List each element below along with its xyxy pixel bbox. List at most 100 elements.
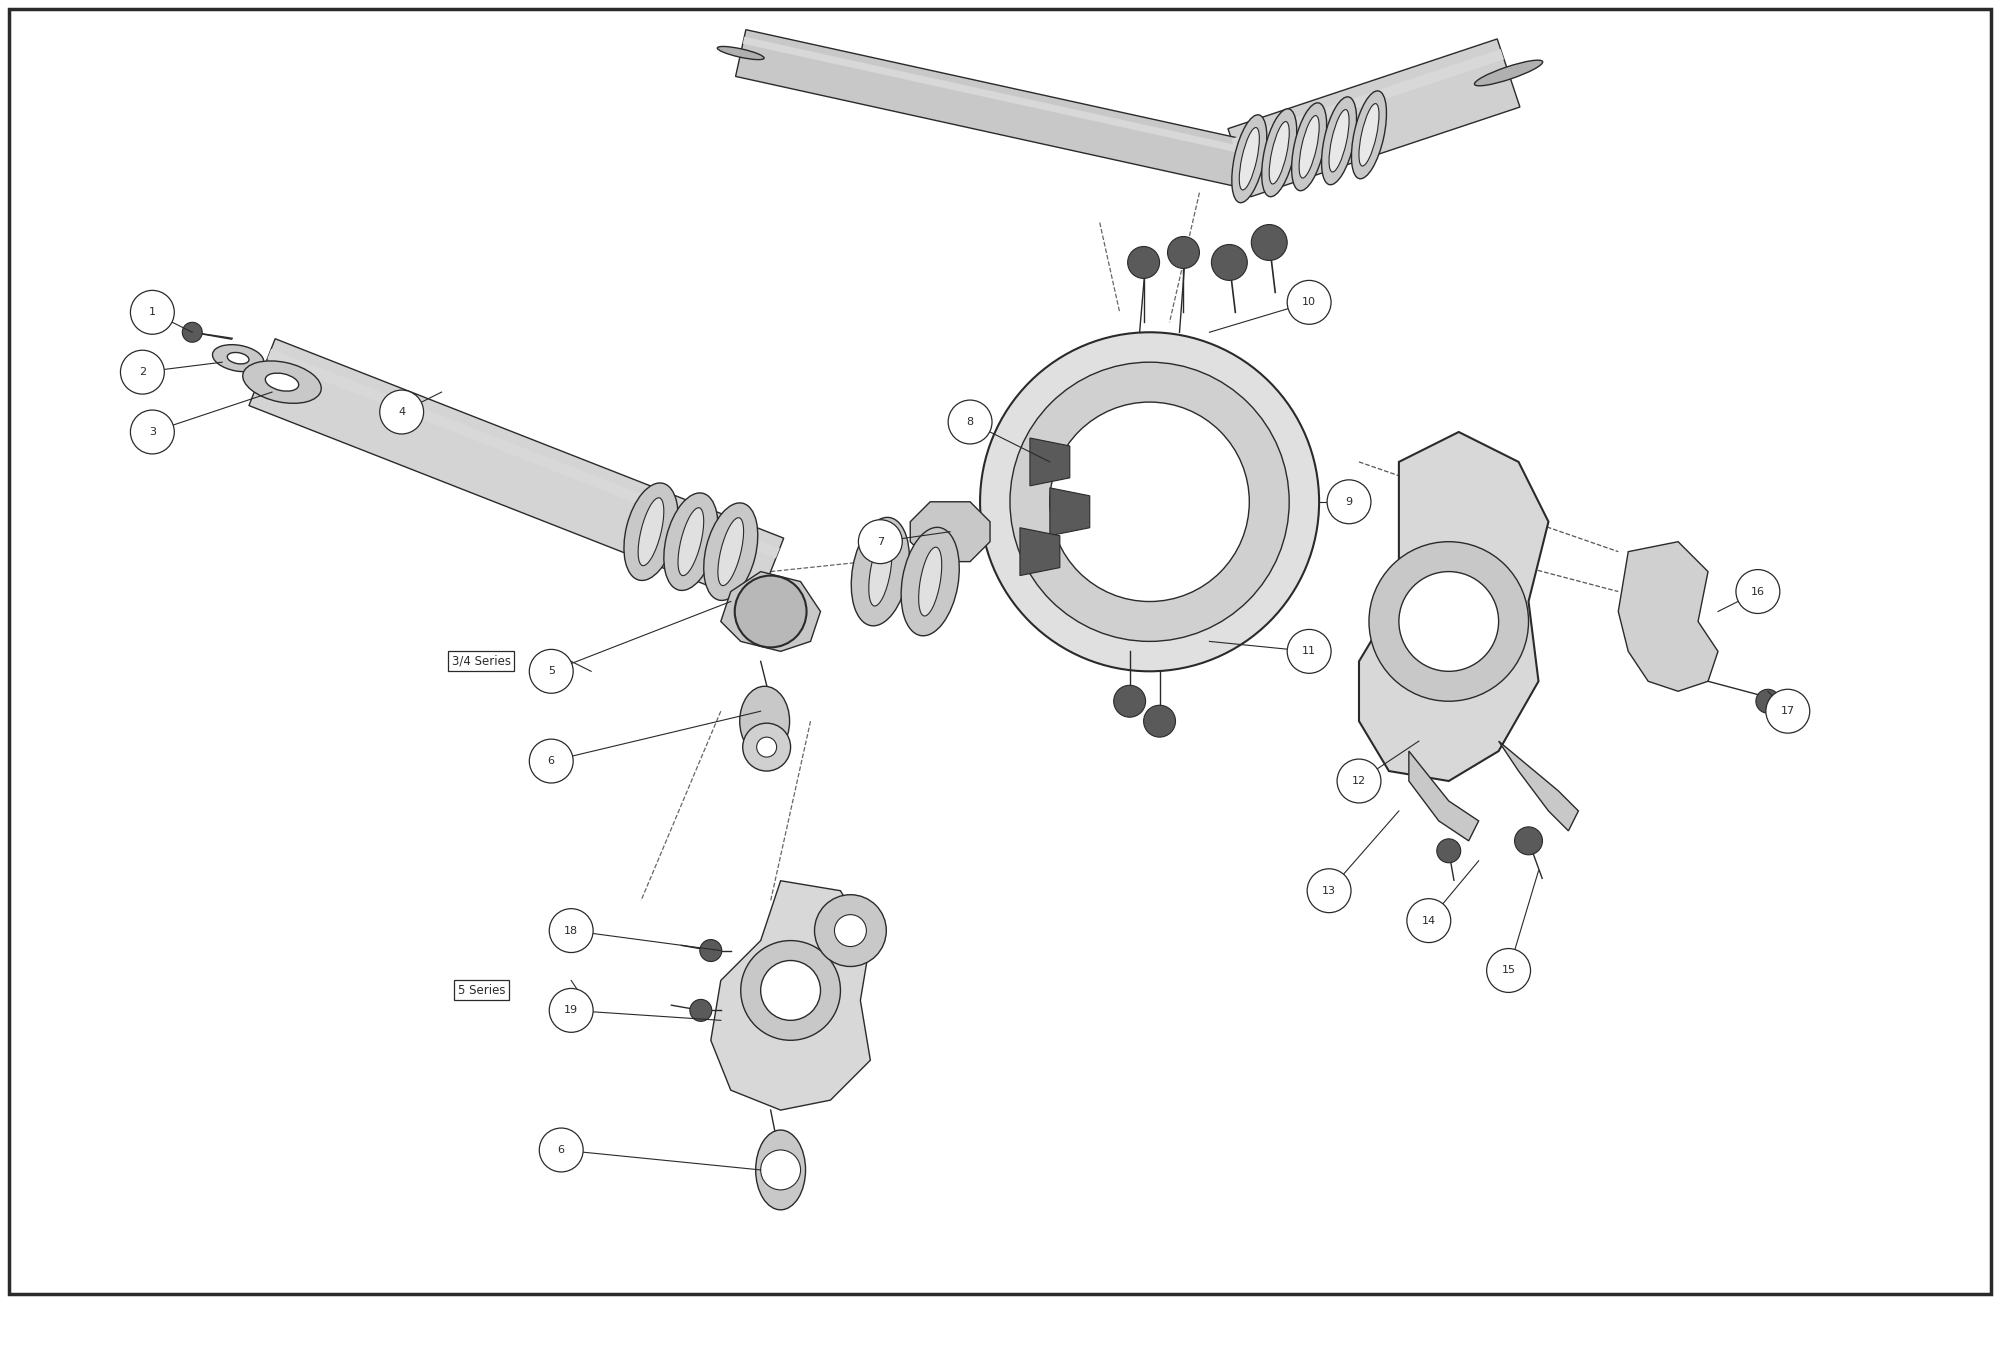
Ellipse shape bbox=[266, 373, 298, 391]
Circle shape bbox=[760, 1150, 800, 1189]
Text: 3: 3 bbox=[148, 427, 156, 437]
Ellipse shape bbox=[1292, 103, 1326, 190]
Circle shape bbox=[120, 350, 164, 394]
Ellipse shape bbox=[1474, 61, 1542, 86]
Circle shape bbox=[1368, 541, 1528, 701]
Ellipse shape bbox=[1358, 104, 1378, 166]
Ellipse shape bbox=[1262, 109, 1296, 197]
Circle shape bbox=[1328, 479, 1370, 524]
Polygon shape bbox=[1498, 741, 1578, 830]
Ellipse shape bbox=[718, 46, 764, 59]
Circle shape bbox=[130, 410, 174, 454]
Circle shape bbox=[734, 575, 806, 648]
Text: 6: 6 bbox=[548, 756, 554, 765]
Ellipse shape bbox=[228, 352, 248, 365]
Circle shape bbox=[1436, 838, 1460, 863]
Polygon shape bbox=[1050, 487, 1090, 536]
Circle shape bbox=[1406, 899, 1450, 942]
Ellipse shape bbox=[624, 483, 678, 580]
Circle shape bbox=[550, 988, 594, 1033]
Circle shape bbox=[550, 909, 594, 953]
Text: 11: 11 bbox=[1302, 647, 1316, 656]
Ellipse shape bbox=[664, 493, 718, 590]
Ellipse shape bbox=[212, 344, 264, 371]
Circle shape bbox=[1252, 224, 1288, 261]
Circle shape bbox=[1486, 949, 1530, 992]
Polygon shape bbox=[1360, 432, 1548, 782]
Text: 14: 14 bbox=[1422, 915, 1436, 926]
Circle shape bbox=[690, 999, 712, 1022]
Circle shape bbox=[1212, 244, 1248, 281]
Circle shape bbox=[530, 649, 574, 694]
Circle shape bbox=[1288, 629, 1332, 674]
Text: 3/4 Series: 3/4 Series bbox=[452, 655, 510, 668]
Ellipse shape bbox=[1270, 122, 1290, 184]
Circle shape bbox=[740, 941, 840, 1041]
Circle shape bbox=[1144, 705, 1176, 737]
Circle shape bbox=[380, 390, 424, 433]
Polygon shape bbox=[736, 30, 1244, 186]
Circle shape bbox=[814, 895, 886, 967]
Circle shape bbox=[742, 724, 790, 771]
Circle shape bbox=[182, 323, 202, 343]
Polygon shape bbox=[248, 339, 784, 605]
Circle shape bbox=[1128, 247, 1160, 278]
Polygon shape bbox=[720, 571, 820, 652]
Polygon shape bbox=[910, 502, 990, 562]
Polygon shape bbox=[710, 880, 870, 1110]
Ellipse shape bbox=[718, 517, 744, 586]
Circle shape bbox=[1168, 236, 1200, 269]
Ellipse shape bbox=[1300, 116, 1320, 178]
Text: 16: 16 bbox=[1750, 586, 1764, 597]
Text: 4: 4 bbox=[398, 408, 406, 417]
Ellipse shape bbox=[918, 547, 942, 616]
Circle shape bbox=[1338, 759, 1380, 803]
Text: 5: 5 bbox=[548, 667, 554, 676]
Text: 15: 15 bbox=[1502, 965, 1516, 976]
Circle shape bbox=[1010, 362, 1290, 641]
Circle shape bbox=[1308, 869, 1352, 913]
Ellipse shape bbox=[756, 1130, 806, 1210]
Text: 12: 12 bbox=[1352, 776, 1366, 786]
Text: 13: 13 bbox=[1322, 886, 1336, 895]
Circle shape bbox=[756, 737, 776, 757]
Polygon shape bbox=[1030, 437, 1070, 486]
FancyBboxPatch shape bbox=[8, 9, 1992, 1293]
Text: 9: 9 bbox=[1346, 497, 1352, 506]
Circle shape bbox=[1398, 571, 1498, 671]
Text: 18: 18 bbox=[564, 926, 578, 936]
Circle shape bbox=[760, 960, 820, 1021]
Polygon shape bbox=[1408, 751, 1478, 841]
Circle shape bbox=[1288, 281, 1332, 324]
Ellipse shape bbox=[1330, 109, 1350, 171]
Text: 1: 1 bbox=[148, 308, 156, 317]
Polygon shape bbox=[1232, 49, 1504, 148]
Ellipse shape bbox=[1232, 115, 1266, 202]
Ellipse shape bbox=[242, 360, 322, 404]
Polygon shape bbox=[742, 36, 1242, 154]
Circle shape bbox=[980, 332, 1320, 671]
Circle shape bbox=[1114, 686, 1146, 717]
Text: 5 Series: 5 Series bbox=[458, 984, 506, 996]
Circle shape bbox=[1736, 570, 1780, 613]
Text: 6: 6 bbox=[558, 1145, 564, 1156]
Circle shape bbox=[540, 1129, 584, 1172]
Circle shape bbox=[130, 290, 174, 335]
Text: 19: 19 bbox=[564, 1006, 578, 1015]
Ellipse shape bbox=[1240, 127, 1260, 190]
Circle shape bbox=[948, 400, 992, 444]
Ellipse shape bbox=[868, 537, 892, 606]
Text: 7: 7 bbox=[876, 537, 884, 547]
Polygon shape bbox=[1618, 541, 1718, 691]
Circle shape bbox=[530, 740, 574, 783]
Ellipse shape bbox=[1352, 90, 1386, 178]
Ellipse shape bbox=[740, 686, 790, 756]
Text: 2: 2 bbox=[138, 367, 146, 377]
Ellipse shape bbox=[852, 517, 910, 626]
Circle shape bbox=[1756, 690, 1780, 713]
Polygon shape bbox=[268, 348, 780, 559]
Circle shape bbox=[1514, 828, 1542, 855]
Text: 8: 8 bbox=[966, 417, 974, 427]
Circle shape bbox=[1050, 402, 1250, 602]
Circle shape bbox=[834, 915, 866, 946]
